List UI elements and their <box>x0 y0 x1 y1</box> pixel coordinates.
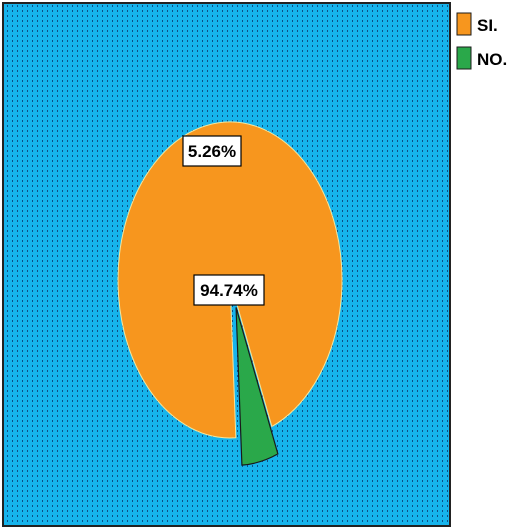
data-label-box <box>193 274 265 306</box>
legend: SI. NO. <box>456 12 507 70</box>
legend-item-no: NO. <box>456 46 507 70</box>
data-label-no: 5.26% <box>182 135 242 167</box>
legend-item-si: SI. <box>456 12 498 36</box>
pie-slice-no <box>235 307 279 466</box>
data-labels: 94.74% 5.26% <box>182 135 265 306</box>
legend-swatch <box>456 12 472 36</box>
data-label-si: 94.74% <box>193 274 265 306</box>
data-label-box <box>182 135 242 167</box>
data-label-text: 5.26% <box>188 142 236 161</box>
legend-swatch <box>456 46 472 70</box>
data-label-text: 94.74% <box>200 281 258 300</box>
legend-label: NO. <box>477 50 507 69</box>
legend-label: SI. <box>477 16 498 35</box>
